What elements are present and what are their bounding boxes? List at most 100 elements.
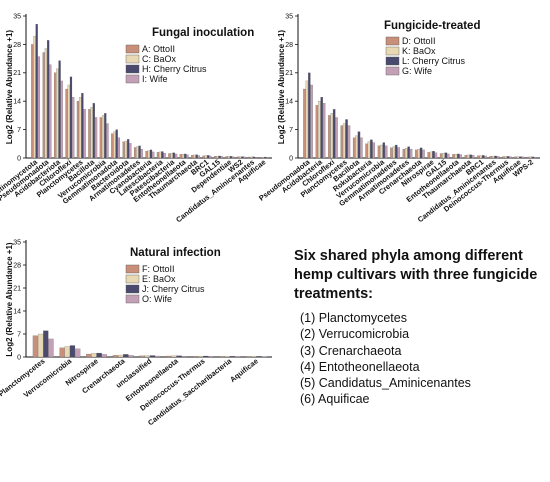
bar-3-4: [123, 354, 129, 358]
bar-3-19: [241, 156, 244, 159]
summary-item-6: (6) Aquificae: [300, 392, 370, 407]
bar-3-10: [138, 145, 141, 159]
legend-swatch-2: [125, 54, 140, 64]
bar-2-4: [342, 123, 346, 159]
bar-3-7: [104, 113, 107, 159]
bar-4-17: [509, 156, 512, 159]
bar-3-3: [332, 109, 336, 159]
legend-label-4: G: Wife: [402, 66, 432, 76]
bar-3-1: [308, 72, 311, 159]
shared-phyla-summary: Six shared phyla among different hemp cu…: [294, 247, 546, 408]
bar-2-10: [136, 146, 139, 159]
bar-1-20: [248, 156, 251, 159]
bar-4-14: [186, 154, 189, 159]
bar-4-19: [534, 156, 537, 159]
bar-3-14: [184, 153, 187, 159]
bar-2-16: [492, 155, 495, 159]
legend-swatch-1: [385, 36, 400, 46]
bar-3-17: [218, 155, 221, 159]
bar-4-5: [360, 137, 363, 159]
y-axis-label: Log2 (Relative Abundance +1): [277, 30, 286, 145]
bar-2-1: [305, 80, 309, 159]
bar-2-2: [44, 48, 47, 159]
bar-2-5: [79, 97, 82, 159]
bar-2-19: [529, 156, 532, 159]
bar-4-4: [72, 97, 75, 159]
bar-1-13: [452, 154, 455, 159]
bar-4-18: [521, 156, 525, 159]
y-tick-label: 28: [13, 42, 21, 49]
bar-4-3: [335, 117, 338, 159]
bar-3-6: [176, 355, 182, 358]
bar-4-3: [101, 354, 107, 358]
bar-1-5: [352, 137, 356, 159]
bar-4-9: [261, 356, 267, 358]
bar-3-4: [345, 119, 348, 159]
bar-3-17: [506, 156, 510, 159]
bar-2-18: [516, 156, 520, 159]
bar-2-19: [239, 156, 242, 159]
bar-1-10: [134, 147, 137, 159]
bar-3-2: [47, 40, 50, 159]
bar-1-10: [415, 149, 418, 159]
legend-swatch-3: [385, 56, 400, 66]
bar-3-21: [264, 156, 267, 159]
bar-3-18: [519, 156, 522, 159]
legend-swatch-4: [125, 294, 140, 304]
bar-4-20: [254, 157, 258, 159]
bar-2-7: [198, 355, 204, 358]
bar-4-1: [48, 338, 54, 358]
bar-4-16: [209, 155, 212, 159]
bar-2-7: [380, 144, 383, 159]
bar-3-13: [457, 153, 460, 159]
bar-3-8: [229, 356, 236, 358]
summary-item-3: (3) Crenarchaeota: [300, 343, 402, 358]
bar-4-19: [243, 156, 246, 159]
bar-1-6: [365, 143, 368, 159]
bar-3-6: [92, 103, 95, 159]
bar-3-2: [69, 345, 76, 358]
bar-2-10: [417, 148, 420, 159]
bar-3-13: [172, 152, 175, 159]
y-tick-label: 0: [17, 354, 21, 361]
bar-1-13: [168, 153, 171, 159]
bar-4-7: [106, 123, 109, 159]
bar-2-13: [454, 154, 458, 159]
bar-4-11: [434, 152, 438, 159]
y-tick-label: 21: [285, 70, 293, 77]
bar-4-6: [94, 117, 98, 159]
legend-label-4: I: Wife: [142, 74, 168, 84]
bar-1-3: [86, 353, 92, 358]
bar-1-15: [191, 155, 194, 159]
bar-2-1: [33, 36, 36, 159]
y-tick-label: 28: [285, 42, 293, 49]
bar-1-11: [427, 152, 430, 159]
bar-3-9: [407, 146, 410, 159]
bar-2-18: [227, 156, 230, 159]
bar-3-15: [195, 154, 198, 159]
y-tick-label: 35: [285, 13, 293, 20]
bar-1-6: [88, 109, 91, 159]
bar-2-8: [392, 146, 396, 159]
bar-4-14: [472, 155, 475, 159]
bar-1-4: [340, 125, 343, 159]
bar-1-9: [122, 141, 125, 159]
bar-3-14: [469, 154, 472, 159]
legend-swatch-4: [385, 66, 400, 76]
bar-2-12: [159, 151, 162, 159]
legend-label-3: L: Cherry Citrus: [402, 56, 466, 66]
bar-3-12: [161, 151, 164, 159]
bar-2-20: [250, 156, 253, 159]
summary-item-4: (4) Entotheonellaeota: [300, 359, 420, 374]
chart-title: Fungicide-treated: [384, 20, 480, 32]
bar-3-11: [432, 151, 435, 159]
bar-2-3: [330, 113, 333, 159]
bar-4-1: [37, 56, 41, 159]
bar-3-5: [357, 131, 361, 159]
bar-2-1: [38, 333, 44, 358]
bar-2-11: [429, 151, 433, 159]
bar-1-3: [328, 115, 331, 159]
legend-label-4: O: Wife: [142, 294, 172, 304]
bar-4-9: [409, 148, 413, 159]
